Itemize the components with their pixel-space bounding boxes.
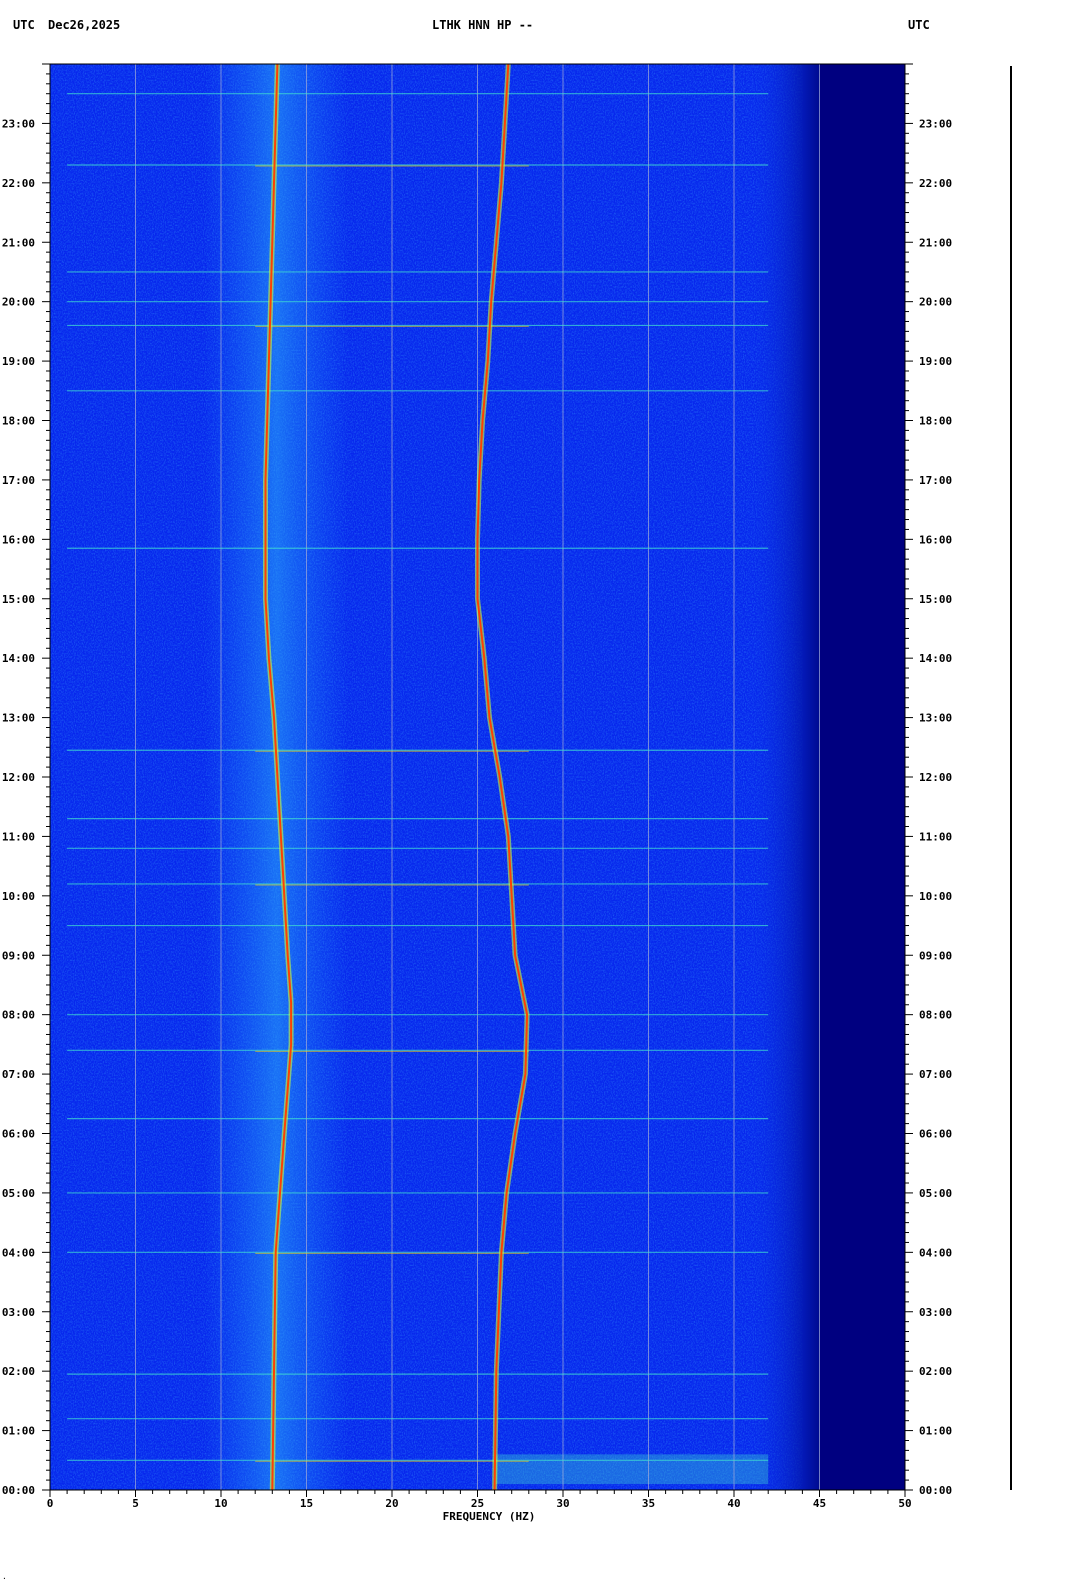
x-tick-label: 40 <box>727 1497 740 1510</box>
y-tick-label-left: 13:00 <box>2 712 35 725</box>
y-tick-label-right: 01:00 <box>919 1425 952 1438</box>
x-tick-label: 0 <box>47 1497 54 1510</box>
y-tick-label-left: 23:00 <box>2 117 35 130</box>
y-tick-label-left: 17:00 <box>2 474 35 487</box>
event-lines <box>67 93 769 1462</box>
y-tick-label-right: 23:00 <box>919 117 952 130</box>
y-tick-label-right: 10:00 <box>919 890 952 903</box>
y-tick-label-right: 00:00 <box>919 1484 952 1497</box>
x-tick-label: 50 <box>898 1497 911 1510</box>
x-axis-label: FREQUENCY (HZ) <box>443 1510 536 1523</box>
y-tick-label-left: 14:00 <box>2 652 35 665</box>
left-timezone-label: UTC <box>13 18 35 32</box>
x-tick-label: 20 <box>385 1497 398 1510</box>
y-tick-label-left: 02:00 <box>2 1365 35 1378</box>
y-tick-label-left: 20:00 <box>2 296 35 309</box>
y-tick-label-left: 00:00 <box>2 1484 35 1497</box>
y-tick-label-right: 09:00 <box>919 949 952 962</box>
x-tick-label: 35 <box>642 1497 655 1510</box>
y-tick-label-right: 19:00 <box>919 355 952 368</box>
y-tick-label-right: 16:00 <box>919 533 952 546</box>
y-tick-label-right: 21:00 <box>919 236 952 249</box>
axes: 0 5 10 15 20 25 30 35 40 45 50 00:00 00:00 01:00 01:00… <box>2 63 952 1510</box>
corner-mark: · <box>2 1574 7 1583</box>
y-tick-label-right: 20:00 <box>919 296 952 309</box>
y-tick-label-right: 07:00 <box>919 1068 952 1081</box>
y-tick-label-right: 03:00 <box>919 1306 952 1319</box>
y-tick-label-left: 22:00 <box>2 177 35 190</box>
y-tick-label-left: 19:00 <box>2 355 35 368</box>
y-tick-label-left: 08:00 <box>2 1009 35 1022</box>
y-tick-label-right: 22:00 <box>919 177 952 190</box>
spectrogram-fade <box>751 64 820 1490</box>
x-tick-label: 10 <box>214 1497 227 1510</box>
y-tick-label-right: 17:00 <box>919 474 952 487</box>
frequency-trace <box>264 63 293 1491</box>
y-tick-label-right: 18:00 <box>919 415 952 428</box>
spectrogram-dark-region <box>819 64 905 1490</box>
date-label: Dec26,2025 <box>48 18 121 32</box>
y-tick-label-left: 11:00 <box>2 830 35 843</box>
y-tick-label-left: 15:00 <box>2 593 35 606</box>
y-tick-label-left: 09:00 <box>2 949 35 962</box>
y-tick-label-right: 14:00 <box>919 652 952 665</box>
x-tick-label: 5 <box>132 1497 139 1510</box>
station-title: LTHK HNN HP -- <box>432 18 534 32</box>
x-tick-label: 15 <box>300 1497 313 1510</box>
frequency-trace <box>476 63 529 1491</box>
y-tick-label-left: 10:00 <box>2 890 35 903</box>
y-tick-label-left: 06:00 <box>2 1128 35 1141</box>
frequency-traces <box>263 63 530 1491</box>
y-tick-label-left: 04:00 <box>2 1246 35 1259</box>
bottom-energy-patch <box>494 1454 769 1485</box>
y-tick-label-left: 03:00 <box>2 1306 35 1319</box>
x-tick-label: 25 <box>471 1497 484 1510</box>
spectrogram-noise <box>50 64 803 1490</box>
y-tick-label-right: 04:00 <box>919 1246 952 1259</box>
y-tick-label-left: 05:00 <box>2 1187 35 1200</box>
y-tick-label-left: 21:00 <box>2 236 35 249</box>
y-tick-label-left: 01:00 <box>2 1425 35 1438</box>
y-tick-label-right: 02:00 <box>919 1365 952 1378</box>
right-border-line <box>1010 66 1012 1490</box>
right-timezone-label: UTC <box>908 18 930 32</box>
y-tick-label-right: 08:00 <box>919 1009 952 1022</box>
y-tick-label-left: 16:00 <box>2 533 35 546</box>
y-tick-label-right: 12:00 <box>919 771 952 784</box>
y-tick-label-right: 15:00 <box>919 593 952 606</box>
y-tick-label-left: 18:00 <box>2 415 35 428</box>
y-tick-label-right: 05:00 <box>919 1187 952 1200</box>
y-tick-label-right: 13:00 <box>919 712 952 725</box>
x-tick-label: 30 <box>556 1497 569 1510</box>
y-tick-label-right: 11:00 <box>919 830 952 843</box>
y-tick-label-left: 12:00 <box>2 771 35 784</box>
x-tick-label: 45 <box>813 1497 826 1510</box>
y-tick-label-left: 07:00 <box>2 1068 35 1081</box>
y-tick-label-right: 06:00 <box>919 1128 952 1141</box>
